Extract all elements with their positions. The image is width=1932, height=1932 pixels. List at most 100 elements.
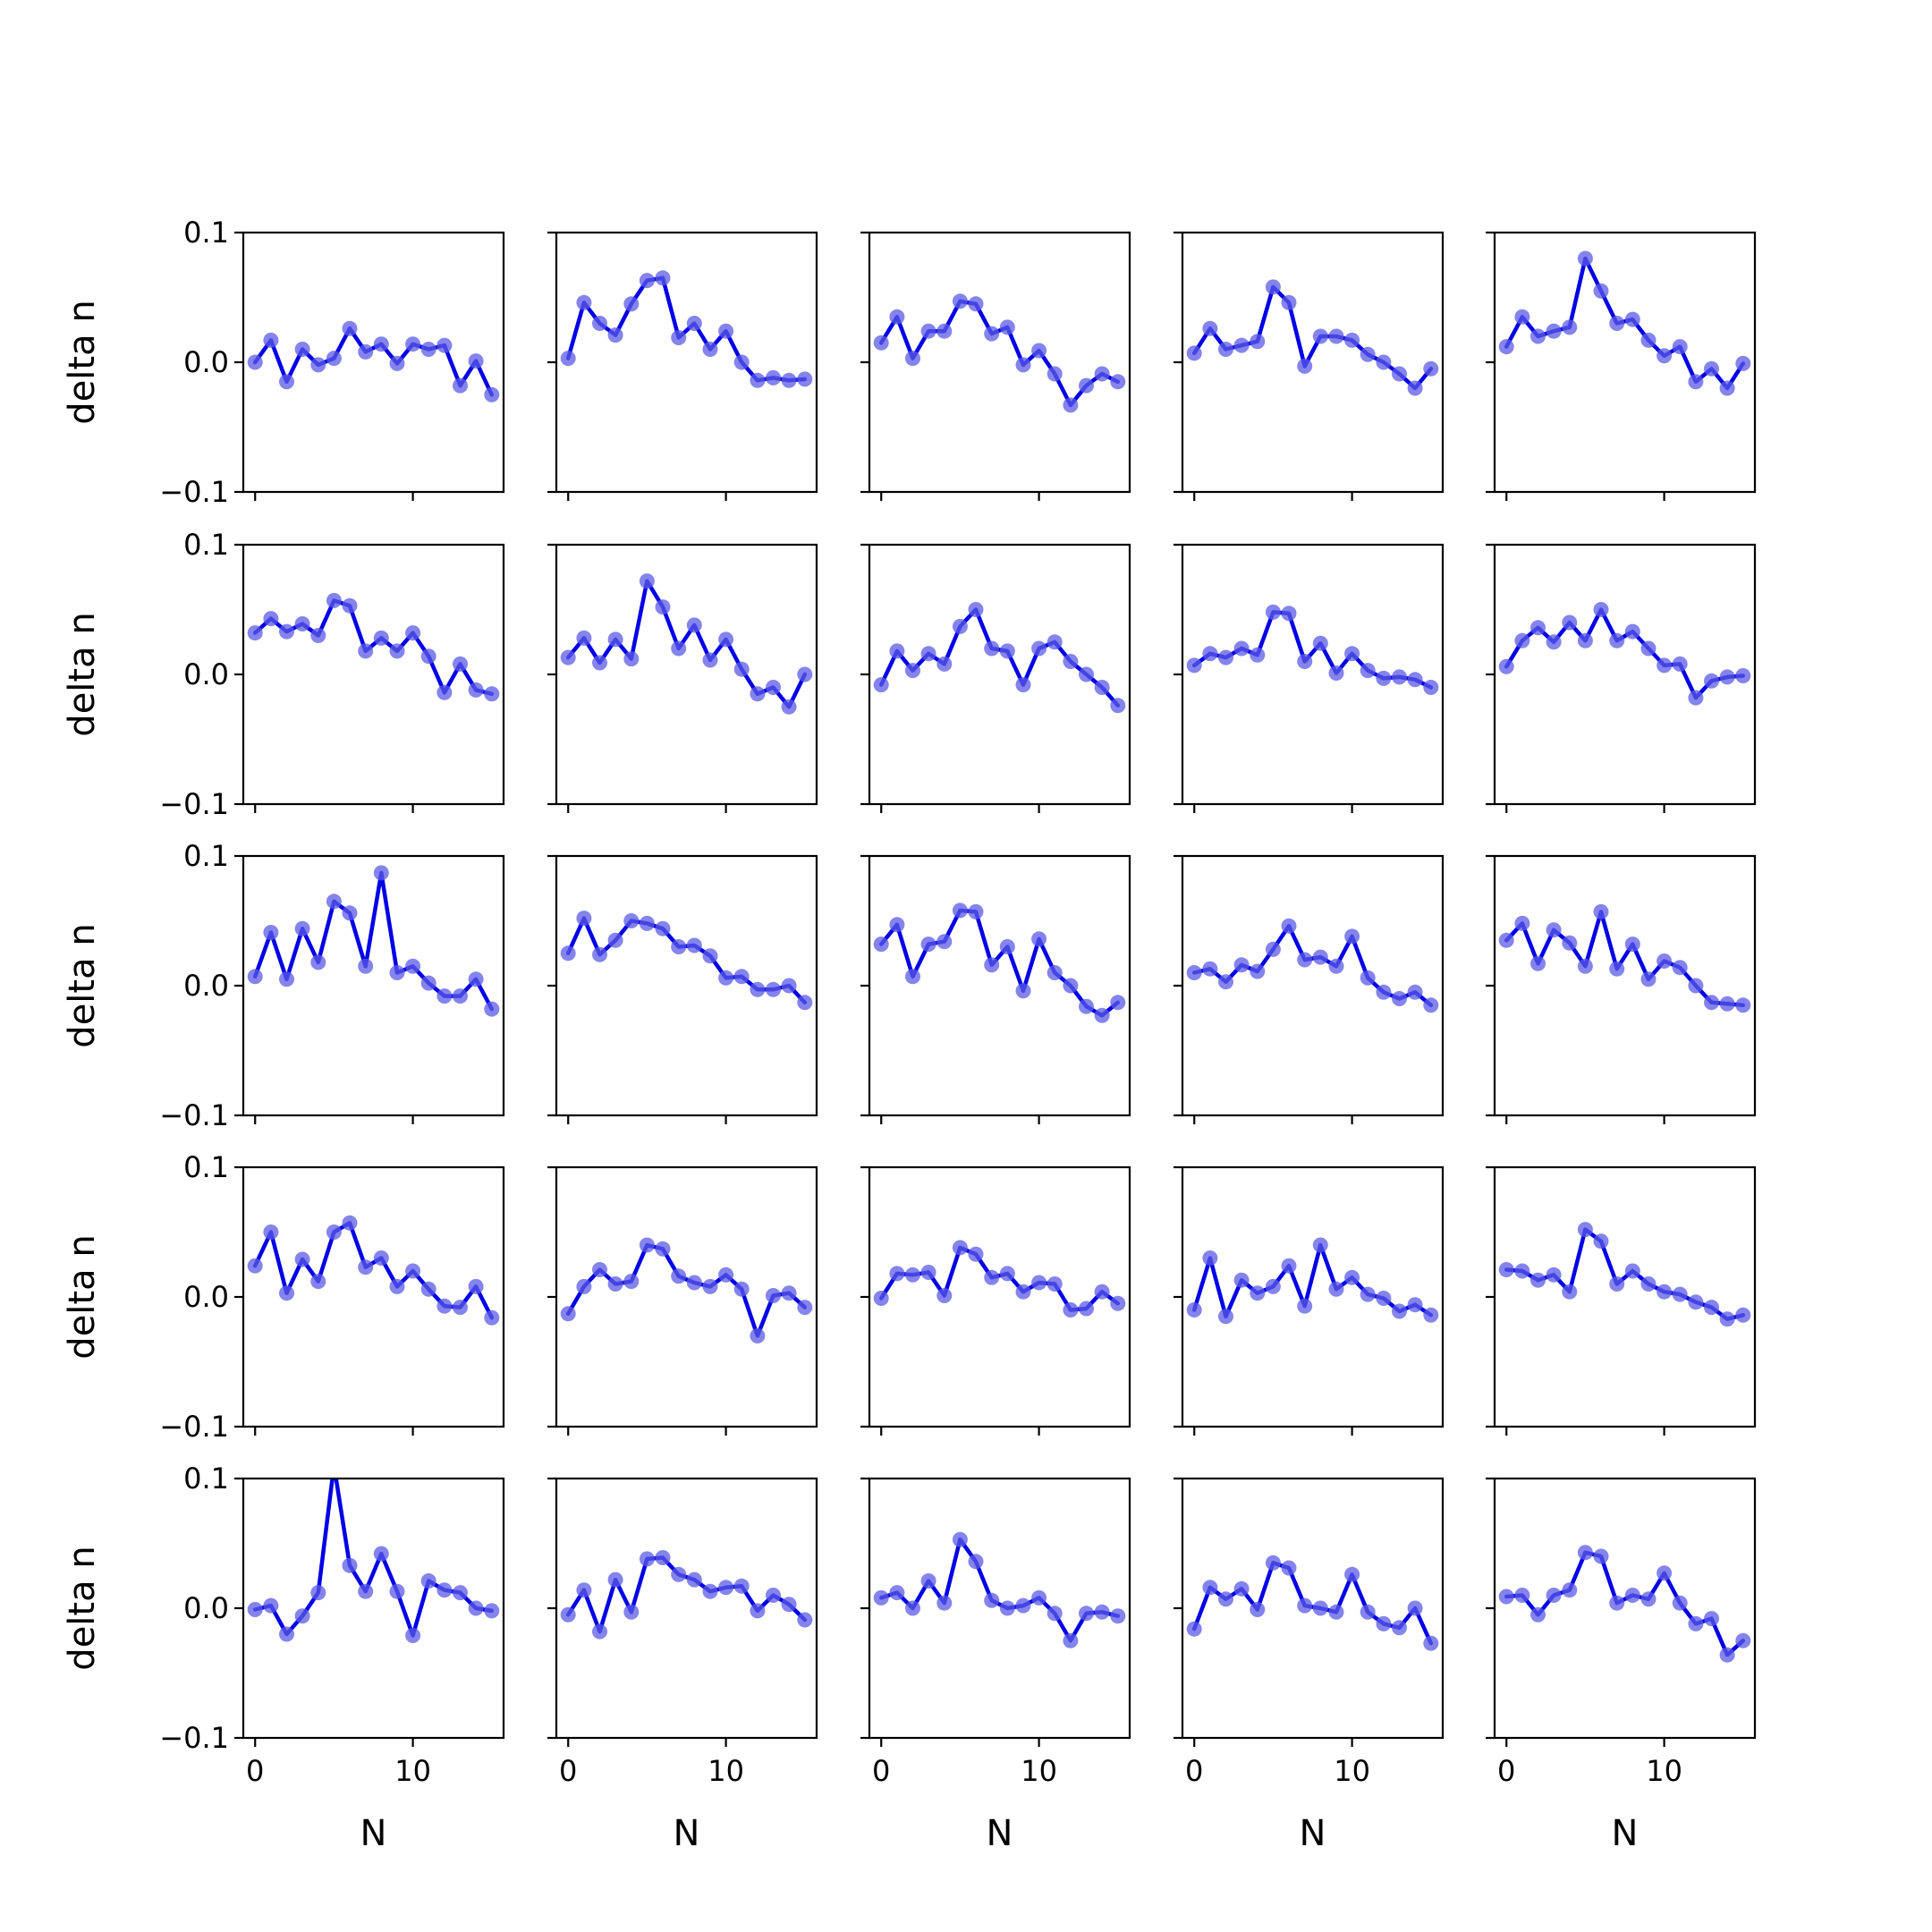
subplot-r3-c1 — [547, 1165, 818, 1436]
data-point — [592, 1262, 607, 1277]
data-point — [623, 1604, 640, 1620]
x-tick-label: 10 — [1646, 1754, 1682, 1788]
data-point — [1281, 1560, 1297, 1576]
data-point — [671, 939, 687, 954]
plot-area — [1186, 279, 1439, 396]
data-point — [326, 351, 342, 367]
data-point — [1719, 996, 1735, 1012]
plot-area — [1498, 903, 1751, 1013]
data-point — [1735, 1632, 1751, 1648]
data-point — [1063, 397, 1079, 413]
data-point — [984, 957, 1000, 973]
plot-area — [873, 1240, 1126, 1318]
data-point — [373, 1546, 389, 1562]
data-point — [1233, 337, 1250, 353]
data-point — [1233, 957, 1250, 973]
data-point — [1392, 669, 1407, 685]
x-axis-label: N — [360, 1813, 387, 1854]
data-point — [1498, 932, 1514, 948]
y-tick-label: 0.1 — [183, 1150, 229, 1184]
data-point — [733, 1578, 750, 1594]
data-point — [718, 323, 734, 339]
data-point — [1218, 1309, 1233, 1325]
data-point — [1704, 995, 1719, 1011]
data-point — [592, 946, 607, 962]
data-point — [484, 1603, 500, 1619]
data-point — [358, 343, 374, 360]
data-point — [733, 969, 750, 985]
data-point — [453, 377, 468, 394]
data-point — [576, 911, 592, 927]
data-point — [1265, 604, 1281, 620]
x-tick-label: 0 — [1185, 1754, 1203, 1788]
y-axis-label: delta n — [62, 300, 103, 424]
data-point — [1423, 360, 1439, 377]
data-point — [560, 351, 576, 367]
data-point — [952, 1240, 968, 1256]
data-point — [436, 1298, 453, 1314]
data-point — [686, 1275, 702, 1291]
data-point — [294, 342, 310, 357]
plot-area — [1186, 1237, 1439, 1325]
plot-area — [1186, 1555, 1439, 1651]
data-point — [1015, 983, 1031, 999]
data-point — [1110, 374, 1126, 390]
data-point — [1233, 1272, 1250, 1288]
data-point — [655, 599, 671, 615]
data-point — [1688, 690, 1704, 706]
data-point — [453, 656, 468, 672]
series-line — [1504, 1550, 1746, 1657]
subplot-r3-c3 — [1174, 1165, 1445, 1436]
data-point — [468, 1600, 484, 1616]
data-point — [1376, 1291, 1392, 1306]
data-point — [1297, 358, 1313, 374]
data-point — [1186, 1302, 1202, 1318]
data-point — [279, 374, 294, 390]
data-point — [342, 320, 358, 336]
data-point — [1514, 915, 1530, 931]
data-point — [1640, 1591, 1657, 1607]
data-point — [247, 969, 263, 985]
data-point — [1546, 922, 1562, 938]
data-point — [952, 618, 968, 634]
data-point — [1624, 936, 1640, 953]
data-point — [420, 342, 436, 357]
data-point — [247, 1602, 263, 1617]
data-point — [326, 894, 342, 910]
data-point — [1672, 1595, 1688, 1611]
data-point — [1609, 1595, 1625, 1611]
data-point — [560, 1606, 576, 1623]
data-point — [1609, 316, 1625, 331]
data-point — [1328, 1604, 1344, 1620]
data-point — [1360, 346, 1376, 362]
data-point — [420, 1281, 436, 1297]
data-point — [1392, 991, 1407, 1006]
subplot-r3-c0: −0.1 0.0 0.1 delta n — [62, 1150, 505, 1444]
y-axis-label: delta n — [62, 923, 103, 1047]
data-point — [671, 330, 687, 345]
plot-area — [1498, 602, 1751, 706]
data-point — [1360, 1604, 1376, 1620]
data-point — [1407, 672, 1423, 688]
data-point — [999, 1266, 1015, 1282]
x-axis-label: N — [674, 1813, 700, 1854]
data-point — [310, 954, 326, 970]
y-tick-label: 0.1 — [183, 528, 229, 562]
data-point — [1609, 632, 1625, 648]
data-point — [1250, 1602, 1266, 1617]
data-point — [766, 1588, 781, 1603]
y-tick-label: 0.0 — [183, 1591, 229, 1625]
data-point — [247, 354, 263, 370]
data-point — [797, 371, 813, 387]
subplot-r1-c3 — [1174, 543, 1445, 813]
data-point — [1360, 663, 1376, 679]
series-line — [878, 1537, 1121, 1643]
plot-area — [1186, 918, 1439, 1013]
subplot-r1-c1 — [547, 543, 818, 813]
data-point — [905, 1600, 920, 1616]
data-point — [373, 1250, 389, 1266]
data-point — [1015, 677, 1031, 693]
data-point — [905, 663, 920, 679]
data-point — [358, 643, 374, 659]
subplot-r0-c4 — [1486, 231, 1757, 501]
